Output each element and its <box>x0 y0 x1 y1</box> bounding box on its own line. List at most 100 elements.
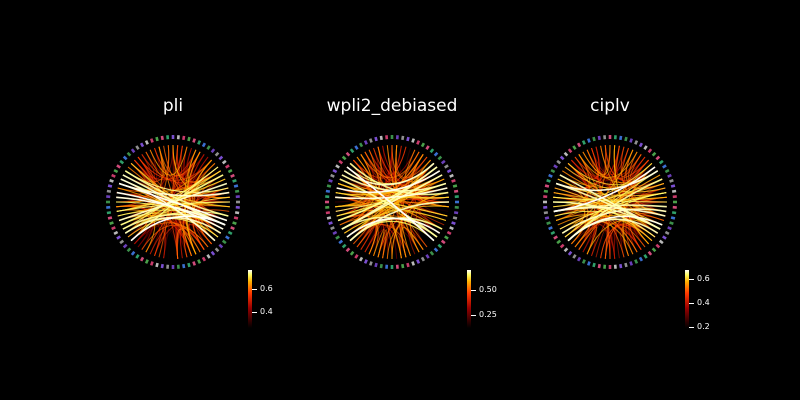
node-marker <box>559 155 565 161</box>
node-marker <box>581 259 586 264</box>
connection-line <box>130 215 226 242</box>
node-marker <box>111 226 116 231</box>
connection-line <box>336 170 441 194</box>
node-marker <box>556 159 562 165</box>
colorbar-ciplv <box>685 270 689 328</box>
node-marker <box>166 135 170 140</box>
node-marker <box>113 168 119 174</box>
colorbar-tick <box>689 279 694 280</box>
node-marker <box>369 261 373 266</box>
node-marker <box>567 148 573 154</box>
node-marker <box>338 239 344 245</box>
node-marker <box>119 159 125 165</box>
node-marker <box>671 211 677 215</box>
node-marker <box>451 179 456 183</box>
panel-title: pli <box>162 96 184 116</box>
node-marker <box>603 135 607 140</box>
node-marker <box>670 184 676 188</box>
node-marker <box>349 250 355 256</box>
node-marker <box>332 168 338 174</box>
node-marker <box>235 205 240 209</box>
node-marker <box>155 136 159 142</box>
node-marker <box>619 263 623 269</box>
node-marker <box>166 264 170 269</box>
node-marker <box>453 189 459 193</box>
node-marker <box>667 226 672 231</box>
node-marker <box>106 195 111 199</box>
node-marker <box>171 135 175 139</box>
node-marker <box>135 254 140 259</box>
node-marker <box>634 140 639 145</box>
node-marker <box>338 159 344 165</box>
connection-line <box>343 162 435 186</box>
node-marker <box>420 142 426 148</box>
node-marker <box>130 148 136 154</box>
node-marker <box>236 200 240 204</box>
node-marker <box>634 259 639 264</box>
node-marker <box>670 216 676 220</box>
node-marker <box>629 261 633 266</box>
connection-line <box>559 219 634 255</box>
node-marker <box>325 211 331 215</box>
node-marker <box>451 221 456 225</box>
connection-line <box>591 147 629 176</box>
colorbar-tick <box>689 327 694 328</box>
node-marker <box>444 164 449 169</box>
node-marker <box>325 195 330 199</box>
node-marker <box>328 221 333 225</box>
node-marker <box>662 235 667 240</box>
node-marker <box>550 168 556 174</box>
node-marker <box>553 164 558 169</box>
node-marker <box>667 173 672 178</box>
node-marker <box>454 205 459 209</box>
node-marker <box>544 216 550 220</box>
node-marker <box>406 262 410 268</box>
node-marker <box>232 179 237 183</box>
node-marker <box>345 247 351 253</box>
node-marker <box>210 250 216 256</box>
connection-line <box>391 192 449 260</box>
connection-line <box>553 166 656 213</box>
node-marker <box>638 142 644 148</box>
node-marker <box>135 145 140 150</box>
connection-line <box>349 201 450 242</box>
connection-line <box>404 149 424 178</box>
node-marker <box>230 173 235 178</box>
connection-line <box>346 217 441 238</box>
node-marker <box>201 256 207 262</box>
node-marker <box>440 239 446 245</box>
node-marker <box>651 247 657 253</box>
node-marker <box>326 184 332 188</box>
node-marker <box>354 145 359 150</box>
node-marker <box>624 262 628 268</box>
node-marker <box>150 261 154 266</box>
panel-pli: pli 0.6 0.4 <box>98 0 358 400</box>
node-marker <box>543 189 549 193</box>
node-marker <box>374 136 378 142</box>
node-marker <box>326 216 332 220</box>
colorbar-tick <box>252 289 257 290</box>
connection-line <box>559 174 661 230</box>
node-marker <box>672 205 677 209</box>
node-marker <box>576 142 582 148</box>
node-marker <box>672 195 677 199</box>
node-marker <box>567 250 573 256</box>
node-marker <box>126 247 132 253</box>
node-marker <box>182 263 186 269</box>
node-marker <box>176 135 180 140</box>
node-marker <box>325 205 330 209</box>
node-marker <box>433 247 439 253</box>
node-marker <box>401 135 405 141</box>
connectivity-circle-ciplv <box>543 135 677 269</box>
node-marker <box>192 138 196 143</box>
node-marker <box>206 254 211 259</box>
node-marker <box>548 226 553 231</box>
colorbar-label: 0.25 <box>479 310 497 319</box>
node-marker <box>556 239 562 245</box>
panel-ciplv: ciplv 0.6 0.4 0.2 <box>535 0 795 400</box>
node-marker <box>669 179 674 183</box>
node-marker <box>354 254 359 259</box>
node-marker <box>144 259 149 264</box>
node-marker <box>453 211 459 215</box>
node-marker <box>581 140 586 145</box>
